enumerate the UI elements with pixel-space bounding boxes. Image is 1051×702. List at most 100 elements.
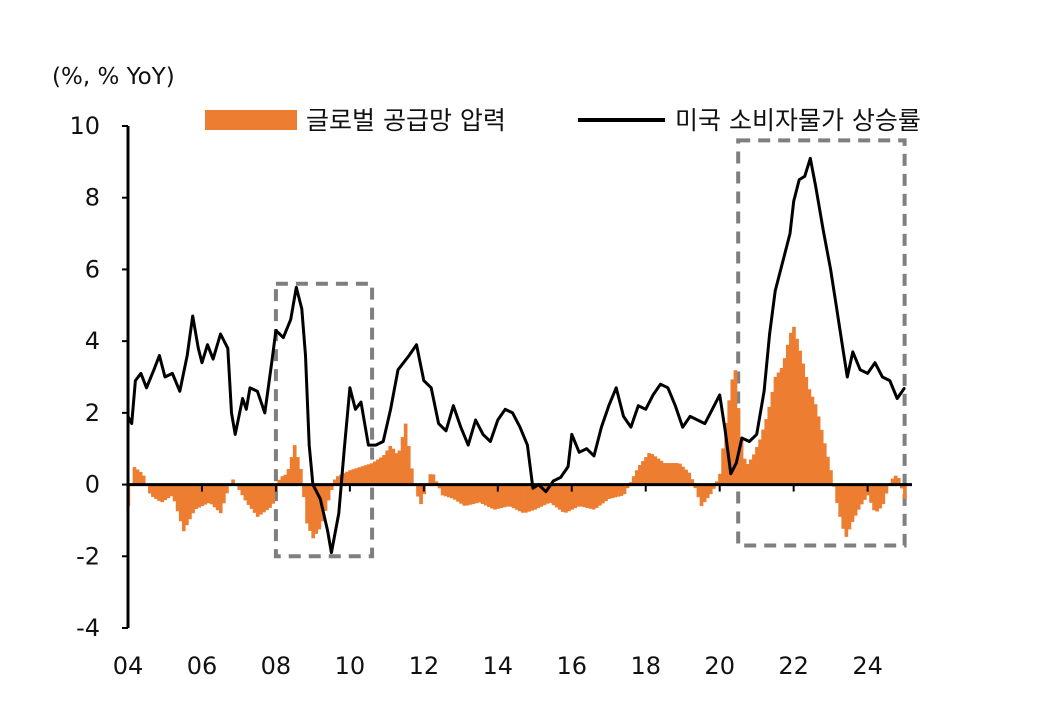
cpi-point <box>206 343 209 346</box>
cpi-point <box>374 444 377 446</box>
supply-chain-bar <box>499 484 504 509</box>
supply-chain-bar <box>844 484 849 537</box>
supply-chain-bar <box>755 446 759 485</box>
supply-chain-bar <box>638 465 642 485</box>
supply-chain-bar <box>419 484 423 505</box>
supply-chain-bar <box>280 476 285 485</box>
supply-chain-bar <box>357 467 362 485</box>
supply-chain-bar <box>668 463 673 485</box>
supply-chain-bar <box>625 484 630 489</box>
cpi-point <box>567 465 569 468</box>
cpi-point <box>140 372 142 375</box>
supply-chain-bar <box>776 372 781 485</box>
cpi-point <box>607 404 610 407</box>
supply-chain-bar <box>382 454 386 485</box>
cpi-point <box>859 369 862 371</box>
legend-swatch-supply-chain <box>205 110 297 130</box>
supply-chain-bar <box>807 389 812 485</box>
cpi-point <box>212 358 214 360</box>
supply-chain-bar <box>443 484 448 497</box>
supply-chain-bar <box>813 404 818 485</box>
supply-chain-bar <box>197 484 202 508</box>
supply-chain-bar <box>829 470 833 485</box>
supply-chain-bar <box>188 484 192 520</box>
supply-chain-bar <box>360 466 365 485</box>
cpi-point <box>600 426 603 429</box>
supply-chain-bar <box>262 484 266 513</box>
supply-chain-bar <box>863 484 867 500</box>
supply-chain-bar <box>302 484 306 498</box>
supply-chain-bar <box>212 484 217 508</box>
supply-chain-bar <box>431 474 436 485</box>
supply-chain-bar <box>459 484 463 504</box>
cpi-point <box>559 476 562 479</box>
supply-chain-bar <box>181 484 186 532</box>
y-tick-label: 4 <box>85 327 100 355</box>
supply-chain-bars <box>126 326 907 539</box>
cpi-point <box>249 386 251 389</box>
supply-chain-bar <box>508 484 513 507</box>
cpi-point <box>652 394 654 396</box>
y-tick-label: 8 <box>85 184 100 212</box>
supply-chain-bar <box>524 484 528 513</box>
cpi-point <box>504 408 507 411</box>
supply-chain-bar <box>157 484 161 501</box>
supply-chain-bar <box>826 456 830 485</box>
cpi-point <box>681 426 684 429</box>
supply-chain-bar <box>286 469 291 485</box>
supply-chain-bar <box>221 484 226 504</box>
supply-chain-bar <box>141 475 146 485</box>
supply-chain-bar <box>597 484 602 506</box>
cpi-point <box>460 426 462 429</box>
unit-label: (%, % YoY) <box>52 64 175 90</box>
cpi-point <box>134 379 137 382</box>
cpi-point <box>326 530 329 532</box>
supply-chain-bar <box>699 484 704 507</box>
supply-chain-bar <box>311 484 316 539</box>
cpi-point <box>308 444 311 446</box>
cpi-point <box>674 404 677 407</box>
supply-chain-bar <box>899 484 904 489</box>
supply-chain-bar <box>493 484 497 510</box>
supply-chain-bar <box>718 473 722 485</box>
supply-chain-bar <box>878 484 883 509</box>
supply-chain-bar <box>336 476 340 485</box>
supply-chain-bar <box>875 484 880 512</box>
supply-chain-bar <box>252 484 257 513</box>
supply-chain-bar <box>166 484 171 499</box>
supply-chain-bar <box>502 484 507 508</box>
x-tick-label: 16 <box>557 652 588 680</box>
cpi-point <box>552 480 555 482</box>
cpi-point <box>289 318 292 321</box>
cpi-point <box>130 422 133 425</box>
supply-chain-bar <box>545 484 550 504</box>
supply-chain-bar <box>610 484 614 499</box>
cpi-point <box>840 340 843 342</box>
supply-chain-bar <box>798 350 802 485</box>
cpi-point <box>219 333 222 335</box>
supply-chain-bar <box>218 484 223 514</box>
supply-chain-bar <box>770 391 775 485</box>
supply-chain-bar <box>560 484 565 512</box>
cpi-point <box>275 329 277 332</box>
supply-chain-bar <box>551 484 556 506</box>
supply-chain-bar <box>576 484 581 507</box>
supply-chain-bar <box>231 479 235 485</box>
supply-chain-bar <box>708 484 713 495</box>
supply-chain-bar <box>326 484 331 501</box>
supply-chain-bar <box>736 408 741 485</box>
supply-chain-bar <box>665 463 670 485</box>
cpi-point <box>145 386 148 389</box>
supply-chain-bar <box>872 484 876 511</box>
supply-chain-bar <box>135 469 140 485</box>
supply-chain-bar <box>893 475 898 485</box>
supply-chain-bar <box>289 457 294 485</box>
supply-chain-bar <box>779 368 784 485</box>
cpi-point <box>415 343 418 346</box>
supply-chain-bar <box>656 458 661 485</box>
supply-chain-bar <box>659 460 664 485</box>
supply-chain-bar <box>582 484 587 508</box>
supply-chain-bar <box>795 338 799 485</box>
supply-chain-bar <box>622 484 627 495</box>
supply-chain-bar <box>616 484 621 497</box>
